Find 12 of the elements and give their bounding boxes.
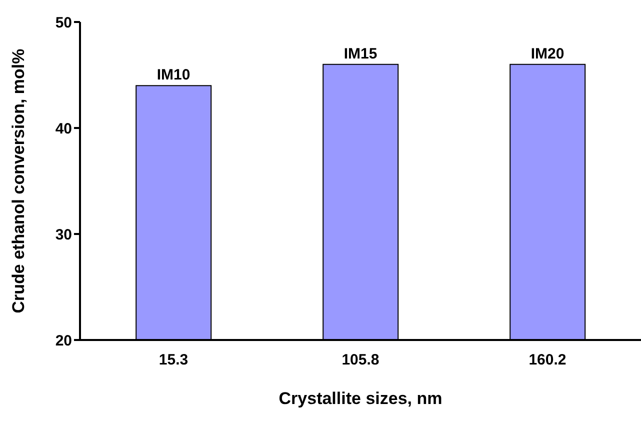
y-tick-label: 40 — [55, 120, 72, 138]
y-tick-label: 20 — [55, 332, 72, 350]
x-tick-label: 160.2 — [528, 352, 566, 369]
y-tick-label: 30 — [55, 226, 72, 244]
x-tick-label: 15.3 — [158, 352, 188, 369]
annotation: IM20 — [530, 45, 564, 62]
x-tick-label: 105.8 — [342, 352, 380, 369]
y-axis-title: Crude ethanol conversion, mol% — [9, 48, 28, 314]
annotation: IM15 — [344, 45, 378, 62]
x-axis-title: Crystallite sizes, nm — [278, 389, 442, 408]
y-tick-label: 50 — [55, 14, 72, 32]
annotation: IM10 — [156, 66, 190, 84]
